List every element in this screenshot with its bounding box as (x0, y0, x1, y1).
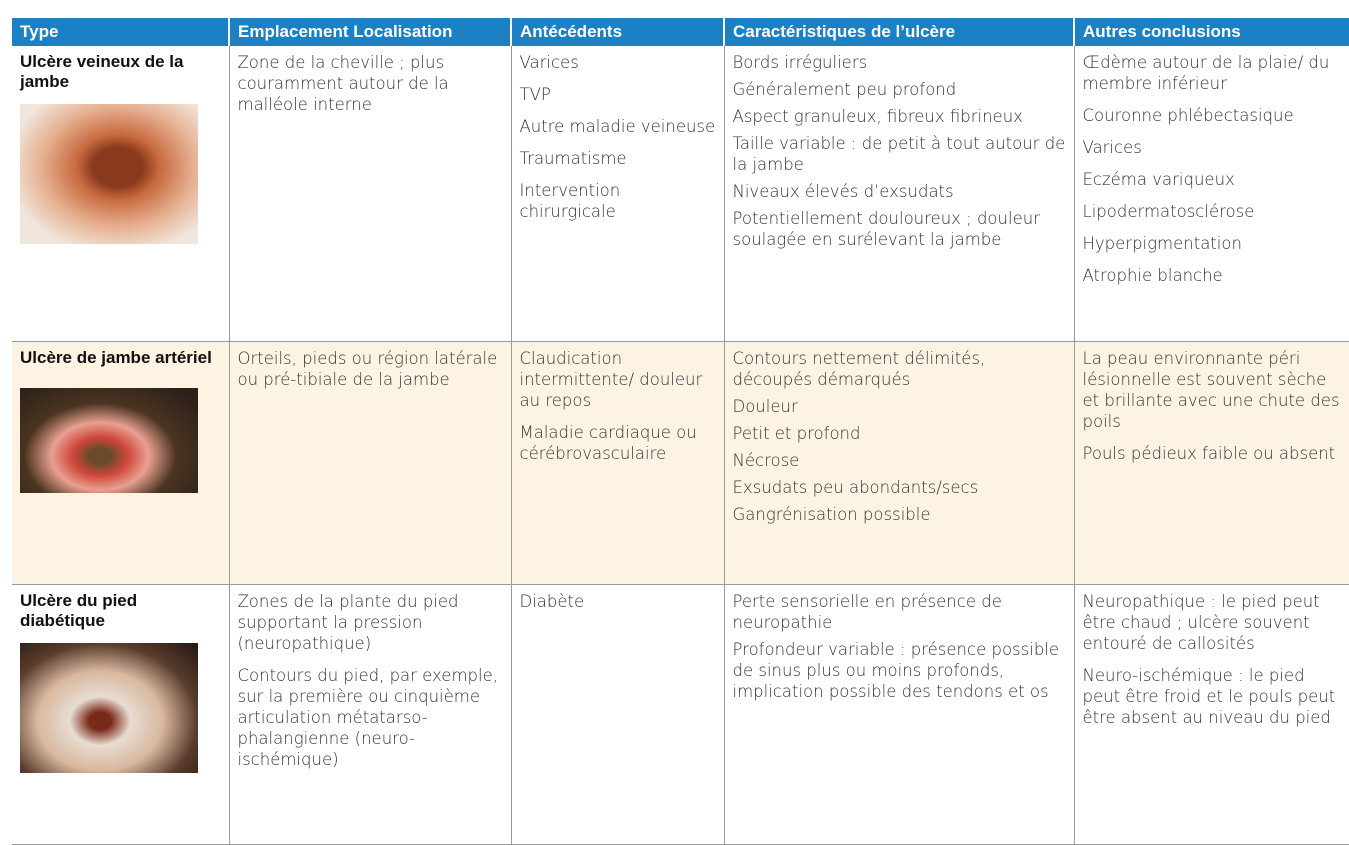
table-cell: Perte sensorielle en présence de neuropa… (723, 584, 1074, 845)
ulcer-photo (20, 387, 198, 493)
table-cell: Bords irréguliers Généralement peu profon… (723, 46, 1074, 342)
cell-line: Généralement peu profond (732, 80, 957, 99)
header-row: Type Emplacement Localisation Antécédents C… (12, 18, 1349, 46)
type-cell: Ulcère du pied diabétique (12, 584, 229, 845)
header-cell: Emplacement Localisation (228, 18, 511, 46)
ulcer-table: Type Emplacement Localisation Antécédents C… (12, 18, 1349, 845)
table-body: Ulcère veineux de la jambe Zone de la che… (12, 46, 1349, 845)
cell-line: Neuro-ischémique : le pied peut être fro… (1082, 665, 1336, 727)
cell-line: Zones de la plante du pied supportant la… (237, 591, 459, 653)
cell-line: Petit et profond (732, 423, 861, 443)
header-cell: Antécédents (510, 18, 724, 46)
cell-line: Neuropathique : le pied peut être chaud … (1082, 591, 1320, 653)
table-cell: Zones de la plante du pied supportant la… (228, 584, 511, 845)
cell-line: Aspect granuleux, fibreux fibrineux (732, 107, 1023, 126)
cell-line: Intervention chirurgicale (519, 181, 621, 221)
table-cell: Diabète (510, 584, 724, 845)
type-name: Ulcère de jambe artériel (20, 347, 212, 367)
page: Type Emplacement Localisation Antécédents C… (12, 18, 1349, 845)
cell-line: Contours nettement délimités, découpés d… (732, 348, 986, 389)
cell-line: Potentiellement douloureux ; douleur sou… (732, 209, 1040, 249)
type-name: Ulcère du pied diabétique (20, 590, 138, 630)
cell-line: Contours du pied, par exemple, sur la pr… (237, 665, 498, 769)
ulcer-photo (20, 104, 198, 244)
table-cell: Zone de la cheville ; plus couramment au… (228, 46, 511, 342)
cell-line: Atrophie blanche (1082, 266, 1223, 285)
cell-line: La peau environnante péri lésionnelle es… (1082, 348, 1340, 431)
cell-line: Lipodermatosclérose (1082, 202, 1255, 221)
cell-line: Profondeur variable : présence possible … (732, 639, 1060, 701)
table-cell: Contours nettement délimités, découpés d… (723, 341, 1074, 585)
table-row: Ulcère de jambe artériel Orteils, pieds o… (12, 341, 1349, 585)
cell-line: Œdème autour de la plaie/ du membre infé… (1082, 53, 1330, 93)
type-cell: Ulcère de jambe artériel (12, 341, 229, 585)
cell-line: Niveaux élevés d’exsudats (732, 182, 954, 201)
table-row: Ulcère du pied diabétique Zones de la pla… (12, 584, 1349, 845)
cell-line: TVP (519, 85, 551, 104)
table-cell: Orteils, pieds ou région latérale ou pré… (228, 341, 511, 585)
table-cell: Œdème autour de la plaie/ du membre infé… (1073, 46, 1349, 342)
cell-line: Taille variable : de petit à tout autour… (732, 134, 1066, 174)
cell-line: Pouls pédieux faible ou absent (1082, 443, 1336, 463)
table-cell: Neuropathique : le pied peut être chaud … (1073, 584, 1349, 845)
table-cell: Claudication intermittente/ douleur au r… (510, 341, 724, 585)
header-cell: Type (12, 18, 229, 46)
cell-line: Perte sensorielle en présence de neuropa… (732, 591, 1002, 632)
cell-line: Diabète (519, 591, 585, 611)
cell-line: Couronne phlébectasique (1082, 106, 1294, 125)
cell-line: Orteils, pieds ou région latérale ou pré… (237, 348, 498, 389)
cell-line: Autre maladie veineuse (519, 117, 716, 136)
header-cell: Caractéristiques de l’ulcère (723, 18, 1074, 46)
cell-line: Maladie cardiaque ou cérébrovasculaire (519, 422, 697, 463)
cell-line: Claudication intermittente/ douleur au r… (519, 348, 703, 410)
cell-line: Varices (1082, 138, 1142, 157)
cell-line: Exsudats peu abondants/secs (732, 477, 979, 497)
cell-line: Eczéma variqueux (1082, 170, 1235, 189)
table-cell: La peau environnante péri lésionnelle es… (1073, 341, 1349, 585)
type-name: Ulcère veineux de la jambe (20, 52, 184, 91)
cell-line: Traumatisme (519, 149, 627, 168)
ulcer-photo (20, 642, 198, 773)
cell-line: Douleur (732, 396, 798, 416)
cell-line: Hyperpigmentation (1082, 234, 1242, 253)
cell-line: Nécrose (732, 450, 800, 470)
table-cell: Varices TVP Autre maladie veineuse Traumati… (510, 46, 724, 342)
cell-line: Varices (519, 53, 579, 72)
cell-line: Zone de la cheville ; plus couramment au… (237, 53, 449, 114)
cell-line: Bords irréguliers (732, 53, 868, 72)
table-row: Ulcère veineux de la jambe Zone de la che… (12, 46, 1349, 342)
header-cell: Autres conclusions (1073, 18, 1349, 46)
type-cell: Ulcère veineux de la jambe (12, 46, 229, 342)
table-wrap: Type Emplacement Localisation Antécédents C… (12, 18, 1349, 845)
cell-line: Gangrénisation possible (732, 504, 931, 524)
